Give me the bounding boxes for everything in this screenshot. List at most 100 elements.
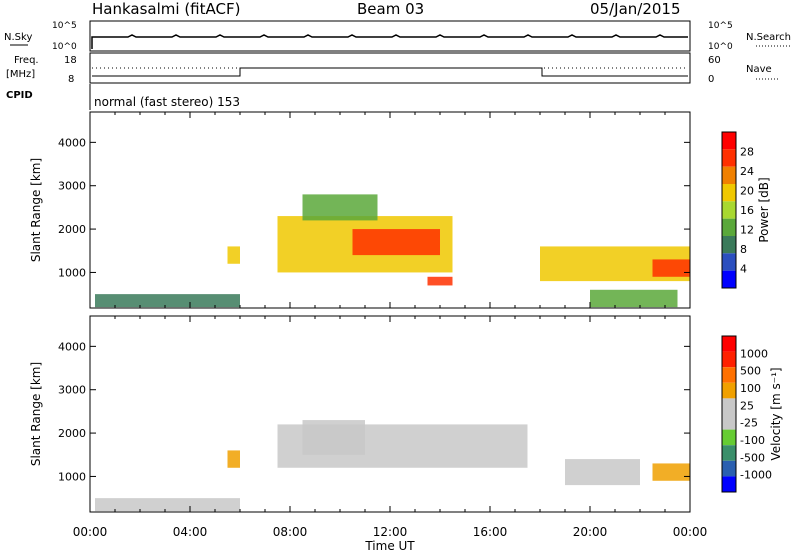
power-scatter xyxy=(95,194,690,308)
x-tick-label: 00:00 xyxy=(673,525,708,539)
colorbar-swatch xyxy=(722,236,736,254)
colorbar-swatch xyxy=(722,429,736,446)
velocity-panel: 4000 3000 2000 1000 Slant Range [km] 1000 50… xyxy=(29,315,783,513)
colorbar-swatch xyxy=(722,253,736,271)
noise-panel: N.Sky 10^5 10^0 10^5 10^0 N.Search xyxy=(4,20,791,52)
colorbar-tick-label: -1000 xyxy=(740,469,772,482)
date-title: 05/Jan/2015 xyxy=(590,0,681,18)
colorbar-swatch xyxy=(722,367,736,383)
colorbar-tick-label: 1000 xyxy=(740,347,768,360)
power-panel: 4000 3000 2000 1000 Slant Range [km] 28 24 20… xyxy=(29,111,771,309)
y-tick-label: 3000 xyxy=(58,384,86,397)
scatter-region xyxy=(227,450,240,468)
y-tick-label: 3000 xyxy=(58,180,86,193)
y-tick-label: 2000 xyxy=(58,427,86,440)
colorbar-tick-label: 24 xyxy=(740,165,754,178)
scatter-region xyxy=(95,498,240,512)
nsearch-label: N.Search xyxy=(746,32,791,43)
colorbar-swatch xyxy=(722,398,736,414)
scatter-region xyxy=(652,463,690,481)
scatter-region xyxy=(590,289,678,308)
colorbar-swatch xyxy=(722,184,736,202)
velocity-axes: 4000 3000 2000 1000 xyxy=(58,316,691,512)
x-tick-label: 12:00 xyxy=(373,525,408,539)
x-tick-label: 00:00 xyxy=(73,525,108,539)
x-axis-label: Time UT xyxy=(364,539,415,553)
colorbar-tick-label: -100 xyxy=(740,434,765,447)
noise-tick-low-left: 10^0 xyxy=(52,42,77,52)
colorbar-tick-label: -500 xyxy=(740,451,765,464)
nave-label: Nave xyxy=(746,64,772,75)
station-title: Hankasalmi (fitACF) xyxy=(92,0,240,18)
colorbar-tick-label: 20 xyxy=(740,185,754,198)
colorbar-tick-label: 4 xyxy=(740,263,747,276)
scatter-region xyxy=(95,294,240,308)
colorbar-tick-label: 8 xyxy=(740,243,747,256)
x-tick-label: 08:00 xyxy=(273,525,308,539)
x-tick-label: 16:00 xyxy=(473,525,508,539)
colorbar-swatch xyxy=(722,270,736,288)
nave-trace xyxy=(92,67,688,77)
noise-line xyxy=(91,34,688,49)
y-tick-label: 1000 xyxy=(58,266,86,279)
noise-tick-high-left: 10^5 xyxy=(52,21,77,31)
y-tick-label: 4000 xyxy=(58,340,86,353)
velocity-ylabel: Slant Range [km] xyxy=(29,362,43,466)
colorbar-swatch xyxy=(722,218,736,236)
velocity-colorbar: 1000 500 100 25 -25 -100 -500 -1000 xyxy=(721,335,772,493)
colorbar-tick-label: 100 xyxy=(740,382,761,395)
scatter-region xyxy=(652,259,690,277)
power-colorbar-label: Power [dB] xyxy=(757,177,771,242)
nsky-label: N.Sky xyxy=(4,32,32,43)
x-tick-label: 04:00 xyxy=(173,525,208,539)
freq-tick-high: 18 xyxy=(64,55,77,66)
x-tick-labels: 00:00 04:00 08:00 12:00 16:00 20:00 00:00 xyxy=(73,525,708,539)
power-ylabel: Slant Range [km] xyxy=(29,158,43,262)
colorbar-swatch xyxy=(722,132,736,150)
colorbar-tick-label: 16 xyxy=(740,204,754,217)
scatter-region xyxy=(302,194,378,221)
velocity-scatter xyxy=(95,420,690,512)
colorbar-swatch xyxy=(722,201,736,219)
colorbar-swatch xyxy=(722,414,736,430)
colorbar-swatch xyxy=(722,166,736,184)
colorbar-swatch xyxy=(722,445,736,461)
scatter-region xyxy=(565,459,640,486)
colorbar-tick-label: -25 xyxy=(740,417,758,430)
y-tick-label: 4000 xyxy=(58,136,86,149)
cpid-value: normal (fast stereo) 153 xyxy=(94,95,240,109)
colorbar-swatch xyxy=(722,336,736,352)
scatter-region xyxy=(302,420,365,455)
power-axes: 4000 3000 2000 1000 xyxy=(58,112,691,308)
colorbar-swatch xyxy=(722,351,736,368)
colorbar-swatch xyxy=(722,476,736,492)
colorbar-swatch xyxy=(722,382,736,399)
y-tick-label: 2000 xyxy=(58,223,86,236)
colorbar-tick-label: 500 xyxy=(740,365,761,378)
freq-tick-low: 8 xyxy=(68,74,74,85)
colorbar-swatch xyxy=(722,149,736,167)
colorbar-tick-label: 28 xyxy=(740,146,754,159)
x-tick-label: 20:00 xyxy=(573,525,608,539)
colorbar-tick-label: 25 xyxy=(740,399,754,412)
nave-tick-low: 0 xyxy=(708,74,714,85)
freq-unit-label: [MHz] xyxy=(6,69,35,80)
beam-title: Beam 03 xyxy=(357,0,424,18)
scatter-region xyxy=(427,276,453,286)
y-tick-label: 1000 xyxy=(58,470,86,483)
scatter-region xyxy=(352,229,440,256)
cpid-label: CPID xyxy=(6,90,33,101)
power-colorbar: 28 24 20 16 12 8 4 xyxy=(721,131,754,289)
nave-tick-high: 60 xyxy=(708,55,721,66)
noise-tick-low-right: 10^0 xyxy=(708,42,733,52)
colorbar-frame xyxy=(721,131,737,289)
noise-tick-high-right: 10^5 xyxy=(708,21,733,31)
colorbar-tick-label: 12 xyxy=(740,224,754,237)
velocity-colorbar-label: Velocity [m s⁻¹] xyxy=(769,367,783,460)
scatter-region xyxy=(227,246,240,264)
freq-panel: Freq. [MHz] 18 8 60 0 Nave xyxy=(6,52,778,85)
colorbar-frame xyxy=(721,335,737,493)
freq-label: Freq. xyxy=(14,55,39,66)
colorbar-swatch xyxy=(722,460,736,477)
